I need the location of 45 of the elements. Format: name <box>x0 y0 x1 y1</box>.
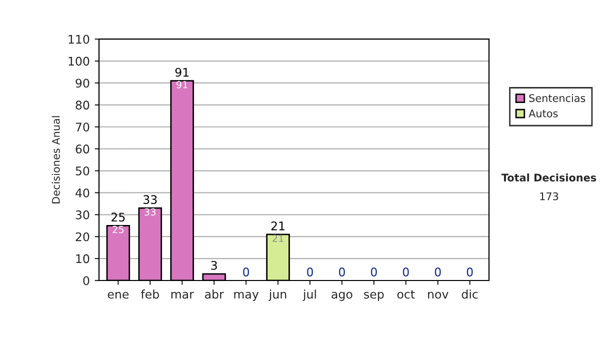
legend-label: Autos <box>528 110 558 118</box>
x-tick-label: feb <box>140 290 159 299</box>
data-label: 25 <box>112 226 124 234</box>
total-label: 0 <box>434 268 441 276</box>
x-tick-label: ago <box>332 292 352 301</box>
legend-label: Sentencias <box>529 94 586 102</box>
total-label: 33 <box>144 195 157 204</box>
y-tick-label: 30 <box>76 210 90 220</box>
y-tick-label: 50 <box>76 166 90 176</box>
x-tick-label: ene <box>108 292 129 299</box>
x-tick-label: nov <box>428 292 448 299</box>
x-tick-label: jun <box>268 290 286 301</box>
total-label: 0 <box>243 268 250 276</box>
y-tick-label: 40 <box>76 188 90 198</box>
text: Total Decisiones <box>501 173 596 182</box>
total-label: 91 <box>175 68 189 77</box>
total-label: 0 <box>402 268 409 276</box>
total-label: 0 <box>307 268 313 276</box>
y-tick-label: 10 <box>76 254 90 264</box>
text: 173 <box>540 192 558 200</box>
y-tick-label: 70 <box>76 122 90 132</box>
data-label: 33 <box>144 208 156 216</box>
x-tick-label: mar <box>171 292 194 299</box>
x-tick-label: dic <box>462 290 478 299</box>
y-tick-label: 60 <box>76 144 90 154</box>
x-tick-label: may <box>234 292 259 301</box>
total-label: 25 <box>112 212 125 222</box>
y-tick-label: 0 <box>83 276 90 286</box>
y-tick-label: 20 <box>76 232 90 242</box>
x-tick-label: sep <box>364 292 384 301</box>
total-label: 3 <box>211 260 217 270</box>
data-label: 21 <box>272 234 284 242</box>
total-label: 0 <box>370 268 377 276</box>
y-tick-label: 90 <box>76 78 90 88</box>
total-label: 0 <box>466 268 473 276</box>
y-tick-label: 80 <box>76 100 90 110</box>
x-tick-label: jul <box>302 290 316 301</box>
x-tick-label: abr <box>205 290 224 299</box>
total-label: 0 <box>338 268 345 276</box>
total-label: 21 <box>271 221 284 230</box>
data-label: 91 <box>176 80 188 88</box>
x-tick-label: oct <box>397 290 415 299</box>
y-axis-title: Decisiones Anual <box>52 116 60 204</box>
y-tick-label: 100 <box>68 56 90 66</box>
y-tick-label: 110 <box>68 34 90 44</box>
